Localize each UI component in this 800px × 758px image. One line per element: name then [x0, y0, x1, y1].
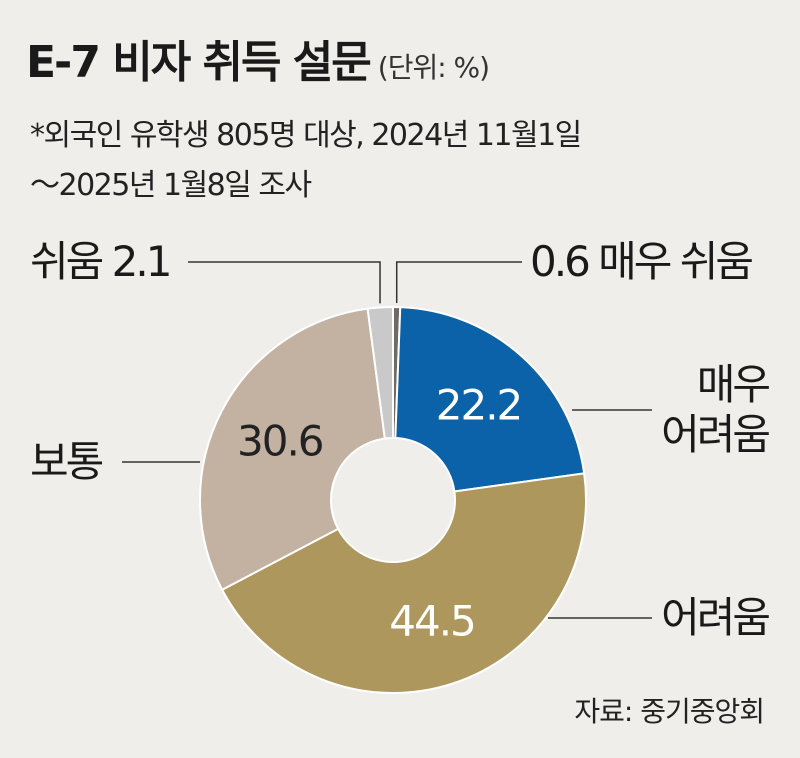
slice-value-label-1: 22.2 — [436, 380, 522, 429]
survey-note-line2: ～2025년 1월8일 조사 — [30, 168, 312, 203]
slice-value-label-3: 30.6 — [237, 416, 323, 465]
category-label-normal: 보통 — [30, 437, 103, 486]
donut-slice-4 — [366, 305, 394, 440]
category-label-hard: 어려움 — [661, 593, 769, 642]
slice-label-very-easy: 0.6 매우 쉬움 — [530, 237, 752, 286]
donut-slice-3 — [199, 307, 386, 592]
chart-title: E-7 비자 취득 설문 — [26, 37, 372, 88]
title-row: E-7 비자 취득 설문 (단위: %) — [26, 26, 490, 90]
donut-slice-2 — [220, 472, 587, 694]
unit-label: (단위: %) — [377, 51, 490, 84]
leader-line-easy — [188, 261, 381, 304]
source-credit: 자료: 중기중앙회 — [574, 695, 765, 728]
donut-slice-1 — [394, 306, 586, 493]
slice-value-label-2: 44.5 — [389, 596, 475, 645]
slice-label-easy: 쉬움 2.1 — [30, 237, 169, 286]
leader-line-very-easy — [395, 261, 522, 304]
survey-note-line1: *외국인 유학생 805명 대상, 2024년 11월1일 — [30, 118, 582, 153]
category-label-very-hard-1: 어려움 — [661, 410, 769, 459]
category-label-very-hard-0: 매우 — [697, 360, 770, 409]
